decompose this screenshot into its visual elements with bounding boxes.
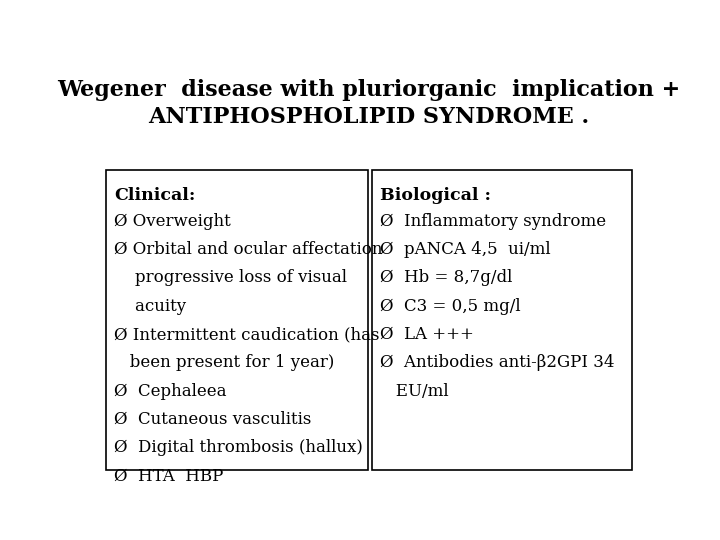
Text: acuity: acuity xyxy=(114,298,186,315)
Text: EU/ml: EU/ml xyxy=(380,382,449,400)
Text: Ø  Cephaleea: Ø Cephaleea xyxy=(114,382,227,400)
Text: Ø  Hb = 8,7g/dl: Ø Hb = 8,7g/dl xyxy=(380,269,513,286)
Text: Ø  LA +++: Ø LA +++ xyxy=(380,326,474,343)
Text: Biological :: Biological : xyxy=(380,187,491,205)
Text: Ø Intermittent caudication (has: Ø Intermittent caudication (has xyxy=(114,326,379,343)
Text: Wegener  disease with pluriorganic  implication +
ANTIPHOSPHOLIPID SYNDROME .: Wegener disease with pluriorganic implic… xyxy=(58,79,680,127)
Text: Ø  HTA  HBP: Ø HTA HBP xyxy=(114,468,223,484)
Text: progressive loss of visual: progressive loss of visual xyxy=(114,269,347,286)
Text: Ø  Cutaneous vasculitis: Ø Cutaneous vasculitis xyxy=(114,411,311,428)
Text: Ø Overweight: Ø Overweight xyxy=(114,213,230,230)
Text: Ø  C3 = 0,5 mg/l: Ø C3 = 0,5 mg/l xyxy=(380,298,521,315)
Text: Ø Orbital and ocular affectation: Ø Orbital and ocular affectation xyxy=(114,241,382,258)
Text: Clinical:: Clinical: xyxy=(114,187,195,205)
Text: Ø  Digital thrombosis (hallux): Ø Digital thrombosis (hallux) xyxy=(114,439,363,456)
Bar xyxy=(106,170,369,470)
Text: Ø  pANCA 4,5  ui/ml: Ø pANCA 4,5 ui/ml xyxy=(380,241,551,258)
Text: Ø  Antibodies anti-β2GPI 34: Ø Antibodies anti-β2GPI 34 xyxy=(380,354,615,372)
Bar xyxy=(372,170,632,470)
Text: Ø  Inflammatory syndrome: Ø Inflammatory syndrome xyxy=(380,213,606,230)
Text: been present for 1 year): been present for 1 year) xyxy=(114,354,334,372)
